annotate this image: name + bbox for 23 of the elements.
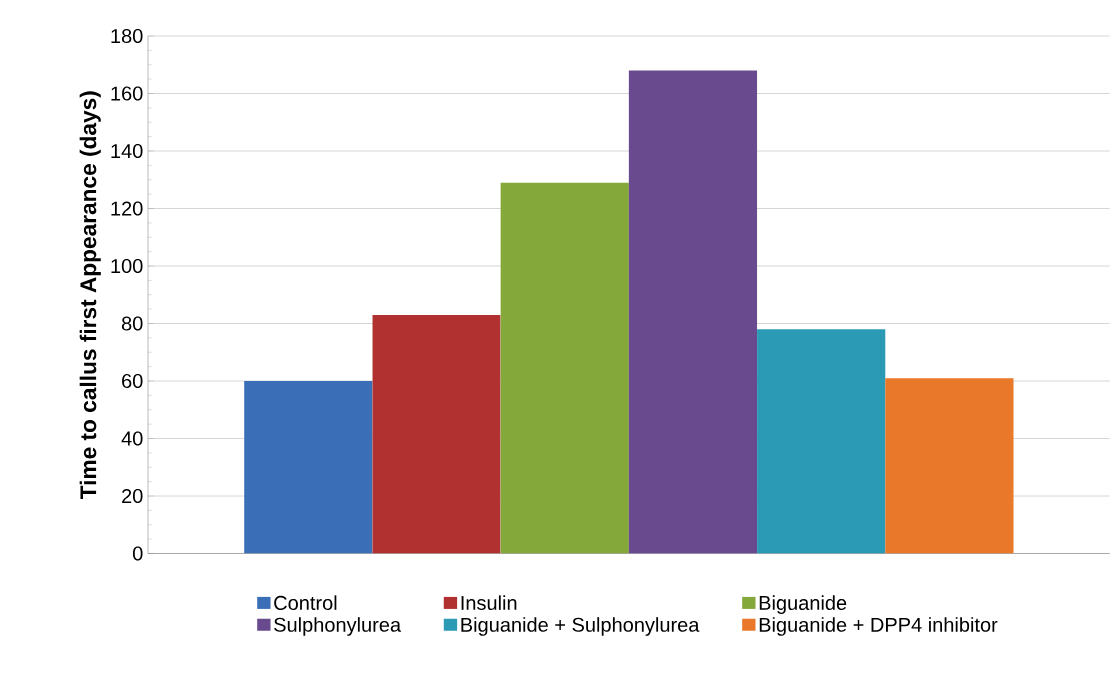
y-tick-label: 180	[111, 28, 143, 43]
bar	[757, 329, 886, 554]
y-tick-label: 60	[122, 373, 143, 388]
y-tick-label: 20	[122, 488, 143, 503]
bar	[244, 380, 373, 554]
y-tick-label: 40	[121, 431, 143, 446]
y-tick-label: 120	[111, 201, 143, 216]
y-tick-label: 0	[132, 546, 143, 561]
y-axis-title: Time to callus first Appearance (days)	[79, 91, 101, 499]
y-tick-label: 160	[111, 86, 143, 101]
bar	[885, 378, 1014, 554]
bar	[500, 182, 629, 554]
legend-label: Biguanide	[759, 595, 847, 614]
legend-label: Control	[274, 595, 337, 610]
y-tick-label: 80	[121, 316, 143, 331]
legend-label: Biguanide + Sulphonylurea	[461, 617, 700, 636]
bar	[372, 314, 501, 554]
y-tick-label: 100	[111, 258, 143, 273]
legend-label: Sulphonylurea	[274, 617, 402, 636]
y-tick-label: 140	[111, 143, 143, 158]
bar	[628, 70, 758, 554]
legend-label: Biguanide + DPP4 inhibitor	[759, 617, 998, 636]
legend-label: Insulin	[461, 595, 517, 610]
